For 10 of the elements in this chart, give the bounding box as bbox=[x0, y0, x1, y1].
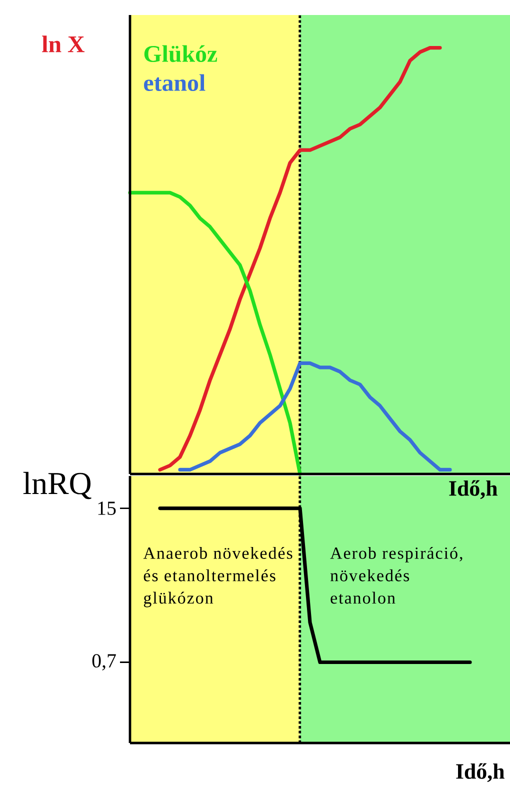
text: ln X bbox=[42, 36, 84, 52]
annotation: Anaerob növekedés és etanoltermelés glükózon bbox=[143, 546, 292, 608]
annotation: Aerob respiráció, növekedés etanolon bbox=[330, 546, 462, 604]
y-axis-title: lnRQ bbox=[23, 472, 92, 500]
y-tick-label: 15 bbox=[98, 502, 116, 515]
text: Glükóz bbox=[144, 45, 218, 62]
x-axis-title: Idő,h bbox=[456, 763, 504, 782]
text: etanol bbox=[144, 74, 206, 92]
x-axis-title: Idő,h bbox=[449, 480, 498, 500]
y-tick-label: 0,7 bbox=[92, 654, 116, 670]
